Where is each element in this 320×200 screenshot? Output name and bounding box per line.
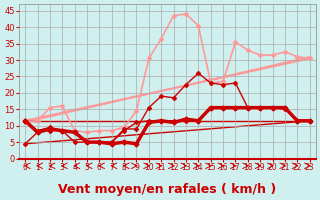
X-axis label: Vent moyen/en rafales ( km/h ): Vent moyen/en rafales ( km/h )	[58, 183, 276, 196]
